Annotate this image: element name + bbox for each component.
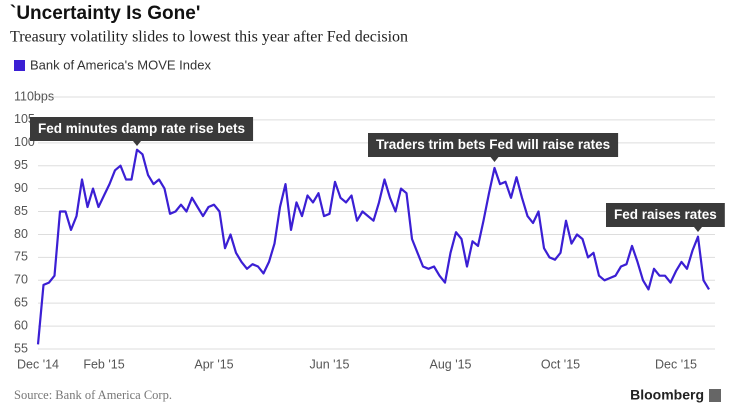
annotation-text: Traders trim bets Fed will raise rates [376,137,610,152]
annotation-pointer [694,227,702,232]
annotation-box [368,133,619,157]
annotation-text: Fed raises rates [614,207,717,222]
chart-title: `Uncertainty Is Gone' [10,3,200,24]
legend-label: Bank of America's MOVE Index [30,57,211,72]
y-tick-label: 75 [14,250,28,264]
x-tick-label: Feb '15 [83,357,124,371]
x-tick-label: Apr '15 [194,357,233,371]
x-tick-label: Dec '15 [655,357,697,371]
y-tick-label: 70 [14,273,28,287]
y-tick-label: 85 [14,204,28,218]
legend-swatch [14,60,25,71]
y-tick-label: 55 [14,341,28,355]
y-tick-label: 105 [14,112,35,126]
x-tick-label: Dec '14 [17,357,59,371]
annotation-box [606,203,725,227]
annotation-text: Fed minutes damp rate rise bets [38,121,245,136]
x-tick-label: Oct '15 [541,357,580,371]
y-tick-label: 80 [14,227,28,241]
annotation-box [30,117,254,141]
y-tick-label: 60 [14,318,28,332]
source: Source: Bank of America Corp. [14,388,172,402]
x-tick-label: Jun '15 [310,357,350,371]
chart-subtitle: Treasury volatility slides to lowest thi… [10,29,408,46]
annotation-pointer [133,141,141,146]
x-tick-label: Aug '15 [429,357,471,371]
brand-icon [709,389,721,402]
y-tick-label: 95 [14,158,28,172]
annotation-pointer [490,157,499,162]
brand: Bloomberg [630,387,704,403]
data-line [36,148,710,345]
y-tick-label: 90 [14,181,28,195]
y-tick-label: 65 [14,295,28,309]
y-tick-label: 100 [14,135,35,149]
y-tick-label: 110bps [14,89,54,103]
